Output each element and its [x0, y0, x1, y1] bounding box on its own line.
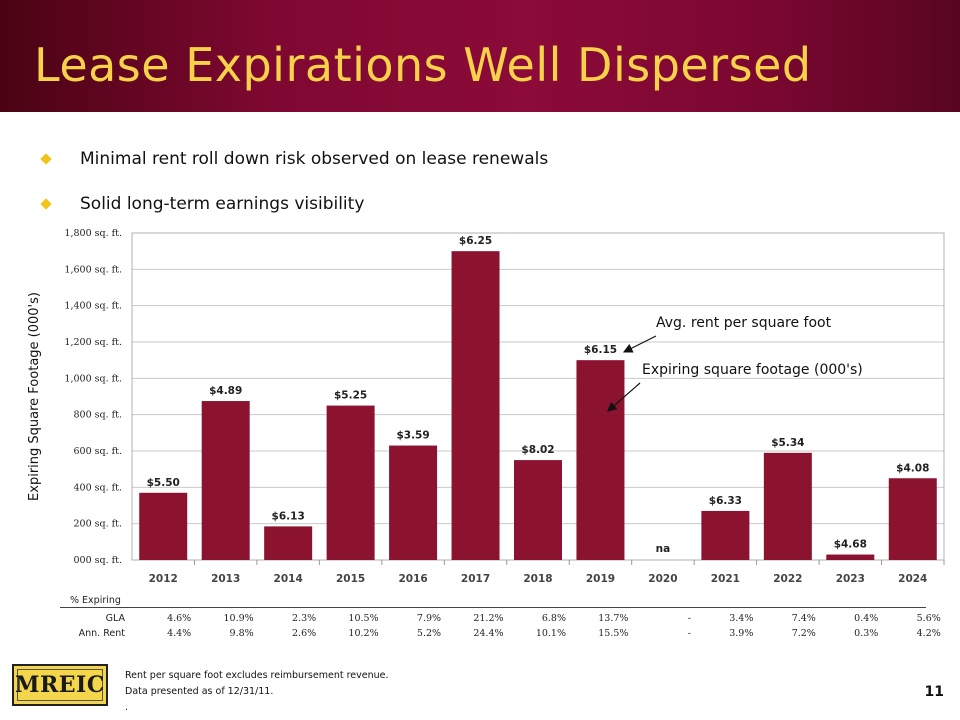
table-cell: - — [687, 613, 691, 624]
table-cell: 13.7% — [598, 613, 629, 624]
page-title: Lease Expirations Well Dispersed — [34, 38, 812, 92]
y-tick-label: 1,600 sq. ft. — [64, 264, 122, 275]
data-label: $5.25 — [334, 390, 367, 402]
x-tick-label: 2012 — [149, 573, 178, 585]
table-cell: 3.9% — [729, 628, 754, 639]
table-cell: 5.2% — [416, 628, 442, 639]
x-tick-label: 2018 — [523, 573, 552, 585]
data-label: $4.68 — [834, 539, 867, 551]
table-row-gla: GLA 4.6% 10.9% 2.3% 10.5% 7.9% 21.2% 6.8% 13.7%… — [60, 613, 941, 626]
annotation-arrow — [622, 335, 657, 353]
row-label: GLA — [105, 613, 125, 624]
data-label: $4.89 — [209, 385, 242, 397]
table-cell: 3.4% — [729, 613, 754, 624]
data-label: $5.34 — [771, 437, 804, 449]
bar — [451, 251, 500, 560]
annotation-label: Expiring square footage (000's) — [642, 362, 863, 378]
data-label: $6.33 — [709, 495, 742, 507]
bar — [201, 401, 250, 560]
table-row-ann-rent: Ann. Rent 4.4% 9.8% 2.6% 10.2% 5.2% 24.4% 10.1… — [60, 628, 941, 641]
table-cell: 2.6% — [292, 628, 317, 639]
data-label: na — [656, 543, 671, 555]
x-tick-label: 2017 — [461, 573, 490, 585]
x-tick-label: 2013 — [211, 573, 240, 585]
table-cell: 10.5% — [348, 613, 379, 624]
table-cell: 4.4% — [167, 628, 192, 639]
bar — [139, 492, 188, 560]
footnote-line: Rent per square foot excludes reimbursem… — [125, 670, 389, 681]
lease-expiration-chart: 000 sq. ft. 200 sq. ft. 400 sq. ft. 600 sq.… — [27, 228, 945, 585]
bar — [264, 526, 313, 560]
data-label: $6.15 — [584, 344, 617, 356]
table-cell: 15.5% — [598, 628, 629, 639]
footnote-line: . — [125, 702, 129, 713]
table-cell: 21.2% — [473, 613, 504, 624]
y-tick-label: 1,000 sq. ft. — [64, 373, 122, 384]
footnote: Rent per square foot excludes reimbursem… — [125, 668, 389, 716]
bar — [514, 460, 562, 560]
y-tick-label: 400 sq. ft. — [73, 482, 122, 493]
bullet-text: Minimal rent roll down risk observed on … — [80, 149, 549, 169]
table-cell: - — [687, 628, 691, 639]
x-tick-label: 2019 — [586, 573, 615, 585]
x-tick-label: 2015 — [336, 573, 365, 585]
table-cell: 6.8% — [541, 613, 566, 624]
table-cell: 4.2% — [916, 628, 941, 639]
x-tick-label: 2023 — [836, 573, 865, 585]
footnote-line: Data presented as of 12/31/11. — [125, 686, 274, 697]
y-tick-label: 000 sq. ft. — [73, 555, 122, 566]
y-tick-label: 600 sq. ft. — [73, 446, 122, 457]
x-tick-label: 2021 — [711, 573, 740, 585]
x-tick-label: 2014 — [274, 573, 303, 585]
x-tick-label: 2016 — [398, 573, 427, 585]
table-cell: 10.1% — [535, 628, 566, 639]
table-title: % Expiring — [70, 595, 121, 606]
data-label: $4.08 — [896, 462, 929, 474]
table-cell: 7.2% — [791, 628, 816, 639]
table-cell: 0.4% — [854, 613, 879, 624]
table-cell: 7.4% — [791, 613, 816, 624]
row-label: Ann. Rent — [78, 628, 125, 639]
y-tick-label: 800 sq. ft. — [73, 410, 122, 421]
table-cell: 7.9% — [416, 613, 442, 624]
data-label: $6.25 — [459, 235, 492, 247]
bar — [701, 510, 750, 560]
y-tick-label: 1,400 sq. ft. — [64, 301, 122, 312]
page-number: 11 — [924, 684, 944, 700]
table-cell: 4.6% — [167, 613, 192, 624]
table-cell: 0.3% — [854, 628, 879, 639]
data-label: $5.50 — [147, 477, 180, 489]
bar — [763, 452, 812, 560]
title-banner: Lease Expirations Well Dispersed — [0, 0, 960, 112]
y-tick-label: 200 sq. ft. — [73, 519, 122, 530]
table-cell: 2.3% — [292, 613, 317, 624]
y-axis-label: Expiring Square Footage (000's) — [27, 292, 42, 501]
annotation-label: Avg. rent per square foot — [656, 315, 832, 331]
table-cell: 10.9% — [223, 613, 254, 624]
logo-text: MREIC — [15, 672, 105, 698]
table-cell: 9.8% — [229, 628, 254, 639]
bullet-text: Solid long-term earnings visibility — [80, 194, 365, 214]
x-tick-label: 2024 — [898, 573, 927, 585]
data-label: $3.59 — [396, 430, 429, 442]
table-cell: 24.4% — [473, 628, 504, 639]
bar — [576, 360, 625, 560]
bar — [888, 478, 937, 560]
table-cell: 10.2% — [348, 628, 379, 639]
bar — [326, 405, 375, 560]
bar — [389, 445, 438, 560]
data-label: $8.02 — [521, 444, 554, 456]
table-divider — [60, 607, 926, 608]
y-tick-label: 1,200 sq. ft. — [64, 337, 122, 348]
bar — [826, 554, 875, 560]
table-cell: 5.6% — [916, 613, 941, 624]
x-tick-label: 2020 — [648, 573, 677, 585]
annotation-arrow — [607, 382, 641, 412]
x-tick-label: 2022 — [773, 573, 802, 585]
data-label: $6.13 — [272, 510, 305, 522]
y-tick-label: 1,800 sq. ft. — [64, 228, 122, 239]
mreic-logo: MREIC — [12, 664, 108, 706]
